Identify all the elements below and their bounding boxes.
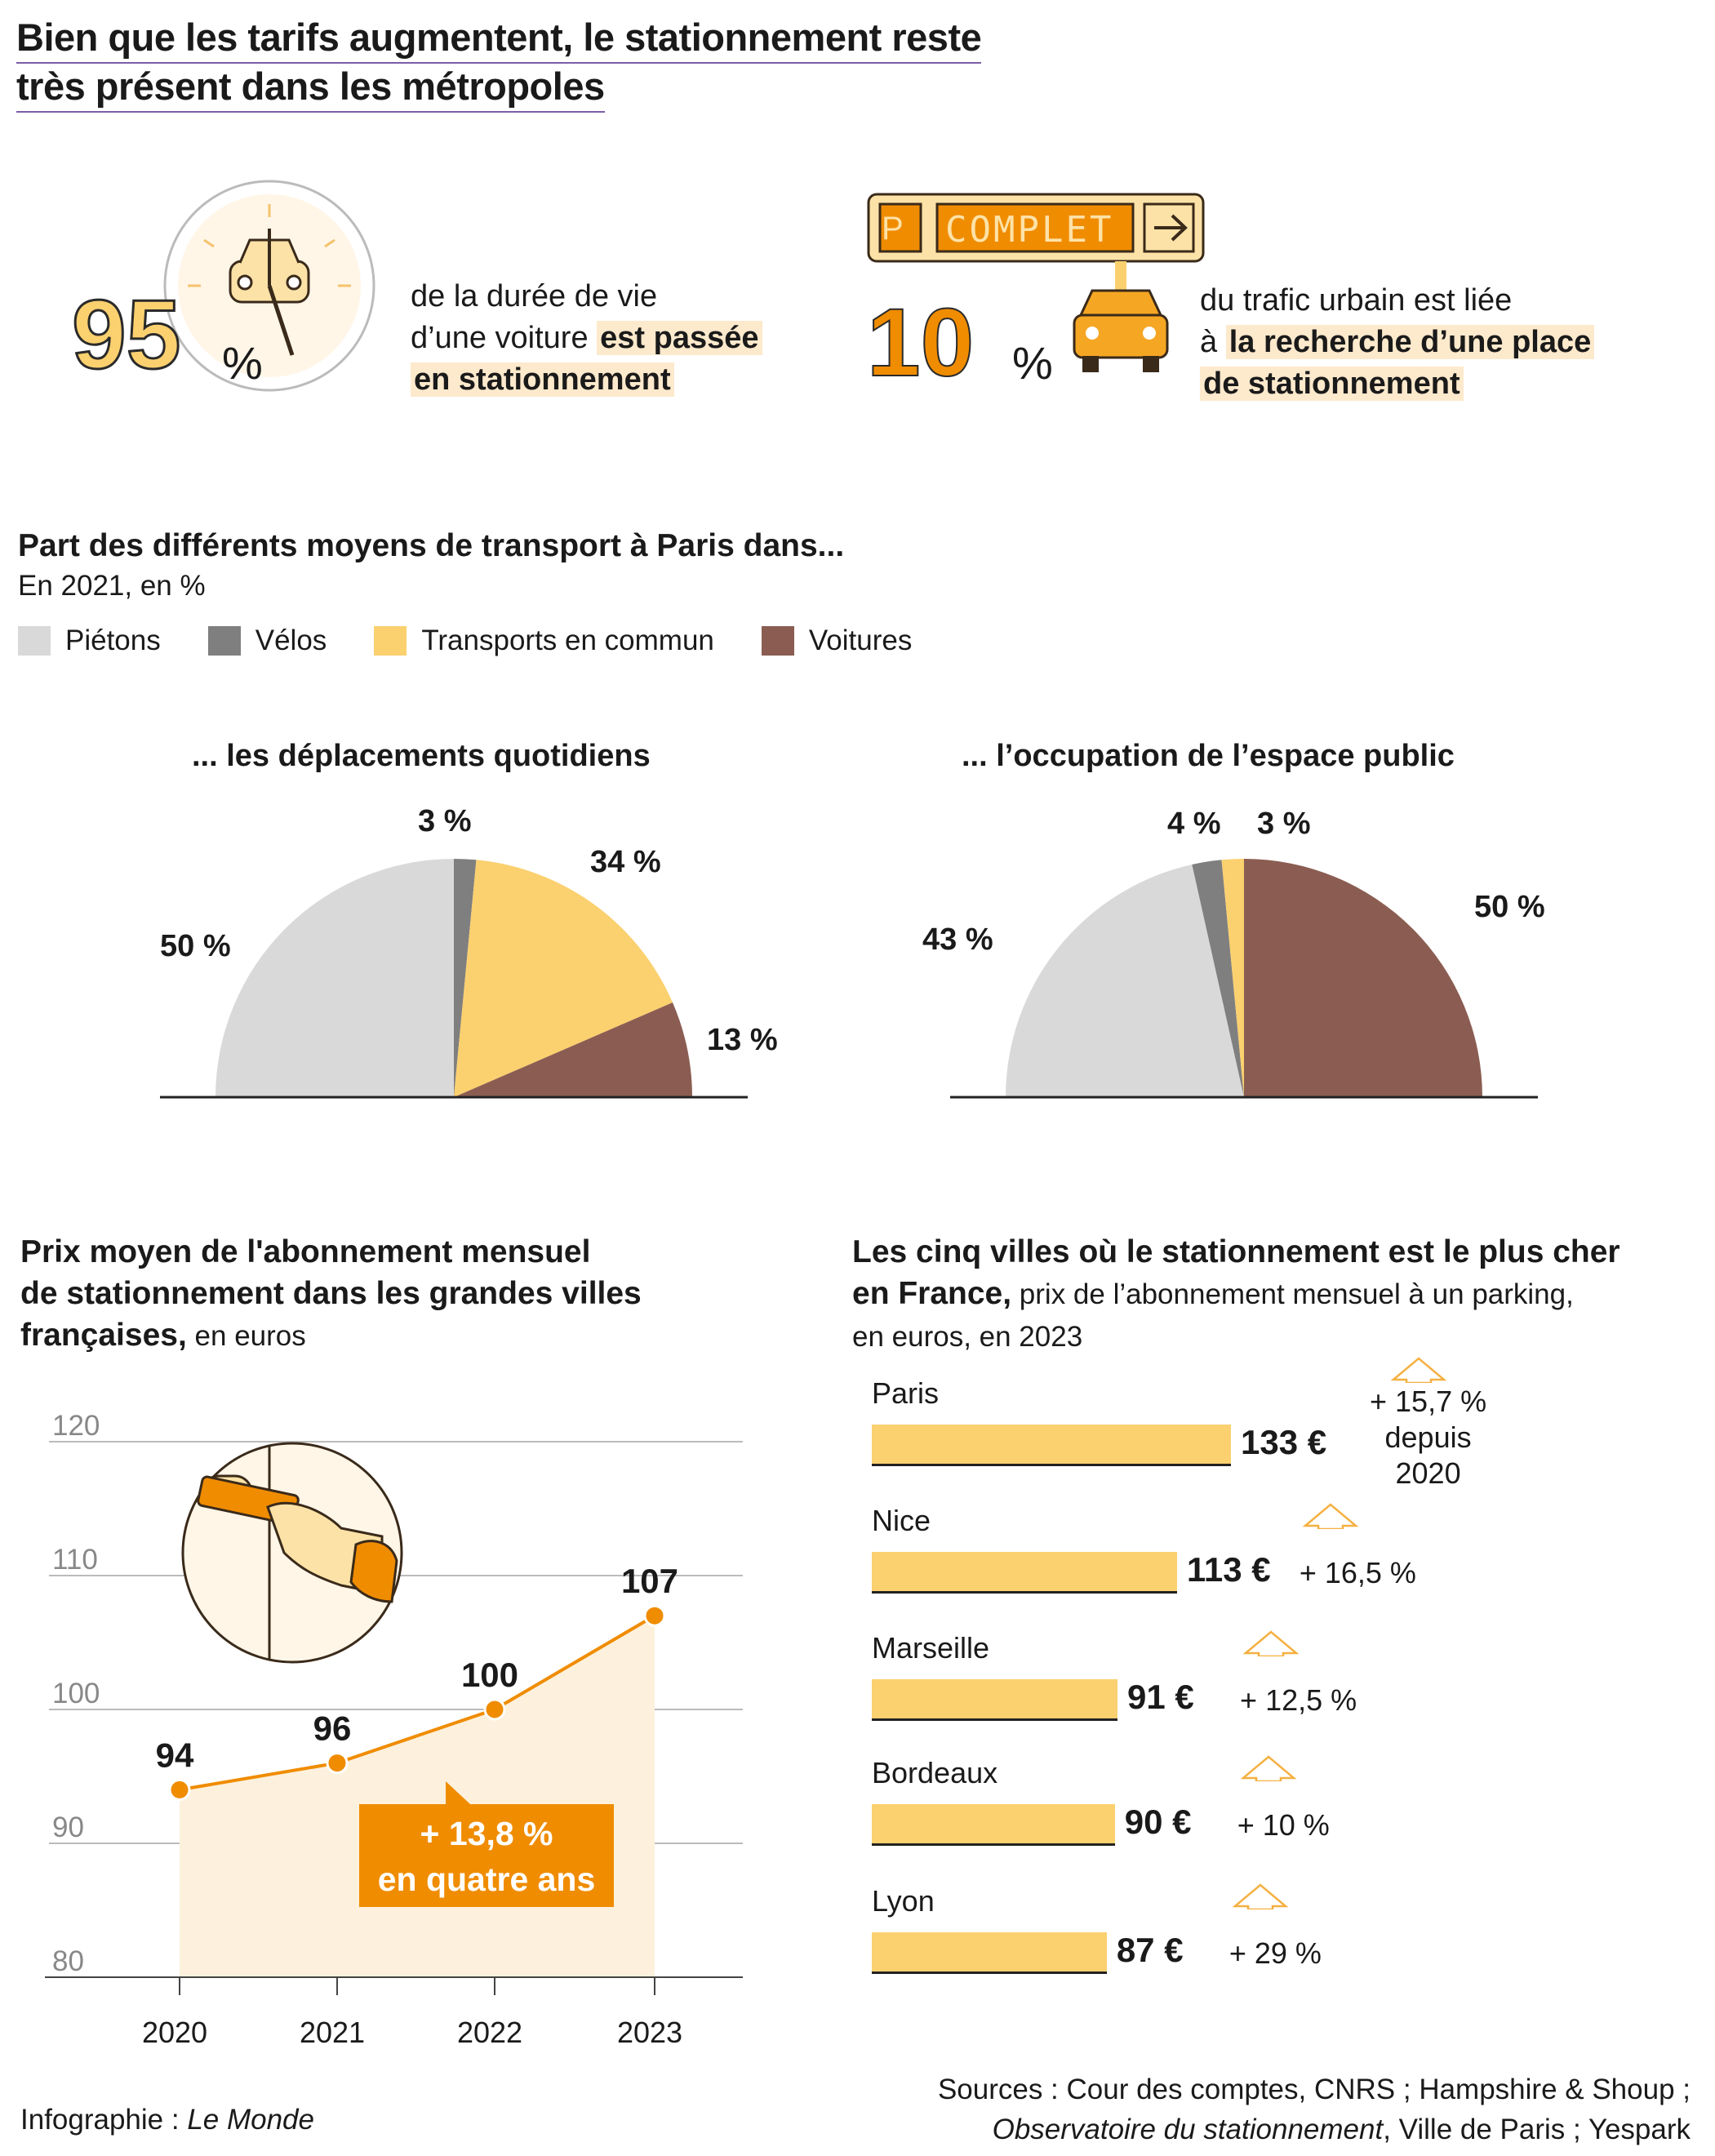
data-label: 96 [313,1709,352,1748]
pie2-label-transports: 3 % [1257,807,1311,841]
pie-slice-vélos [454,859,477,1097]
legend-swatch [374,626,407,656]
y-tick-label: 80 [52,1945,84,1977]
cities-title: Les cinq villes où le stationnement est … [852,1234,1620,1353]
x-tick-label: 2020 [142,2016,207,2049]
pie-slice-piétons [1006,865,1244,1097]
legend-item-voitures: Voitures [761,625,912,657]
sign-complet: COMPLET [945,209,1114,251]
bar-value-label: 87 € [1116,1931,1184,1969]
pie-slice-vélos [1192,860,1244,1097]
stat2-unit: % [1012,337,1053,389]
pie1-title: ... les déplacements quotidiens [192,739,651,773]
pie-charts [160,859,1538,1099]
data-point [483,1698,506,1721]
legend-swatch [18,626,51,656]
pie1-label-pietons: 50 % [160,929,231,963]
data-label: 94 [156,1736,194,1774]
data-label: 107 [621,1562,678,1600]
bar [872,1552,1177,1594]
y-tick-label: 120 [52,1410,100,1442]
change-label: + 12,5 % [1240,1683,1357,1717]
bar-value-label: 90 € [1124,1803,1192,1841]
clock-car-icon [155,171,384,404]
price-title: Prix moyen de l'abonnement mensuel de st… [20,1234,642,1353]
pie-chart-deplacements [160,859,748,1099]
bar-category-label: Paris [872,1376,940,1410]
legend-item-transports: Transports en commun [374,625,714,657]
change-label: + 15,7 % depuis 2020 [1370,1385,1487,1490]
pie-chart-espace-public [950,859,1538,1099]
transport-subtitle: En 2021, en % [18,570,206,602]
stat1-value: 95 [70,280,181,389]
pie1-label-transports: 34 % [590,845,661,879]
callout-pointer [446,1781,470,1804]
hand-card-icon [178,1438,407,1671]
pie2-label-velos: 4 % [1167,807,1221,841]
bar-value-label: 113 € [1186,1550,1271,1589]
change-label: + 29 % [1228,1936,1322,1970]
pie-slice-piétons [215,859,454,1097]
bar-value-label: 91 € [1127,1678,1194,1716]
up-arrow-icon [1232,1883,1289,1909]
change-label: + 16,5 % [1299,1556,1416,1589]
x-tick-label: 2021 [300,2016,365,2049]
x-tick-label: 2022 [457,2016,522,2049]
stat1-text: de la durée de vie d’une voiture est pas… [411,276,762,401]
credit: Infographie : Le Monde [20,2104,314,2136]
page-title: Bien que les tarifs augmentent, le stati… [16,15,982,113]
bar [872,1932,1107,1974]
sign-p: P [882,211,904,247]
growth-callout: + 13,8 % en quatre ans [359,1781,614,1907]
legend-swatch [207,626,241,656]
legend: Piétons Vélos Transports en commun Voitu… [18,625,912,657]
callout-text: + 13,8 % en quatre ans [377,1815,596,1898]
parking-sign-car-icon [867,193,1210,401]
bar-category-label: Nice [872,1504,931,1537]
up-arrow-icon [1242,1630,1300,1656]
up-arrow-icon [1240,1755,1297,1781]
stat1-unit: % [222,337,263,389]
pie2-title: ... l’occupation de l’espace public [962,739,1455,773]
title-line-1: Bien que les tarifs augmentent, le stati… [16,15,982,64]
pie1-label-velos: 3 % [418,804,472,838]
legend-swatch [761,626,794,656]
title-line-2: très présent dans les métropoles [16,64,605,113]
sources: Sources : Cour des comptes, CNRS ; Hamps… [937,2074,1691,2145]
data-point [168,1778,191,1801]
data-point [326,1752,349,1775]
pie2-label-pietons: 43 % [922,922,993,957]
x-tick-label: 2023 [617,2016,682,2049]
up-arrow-icon [1390,1357,1447,1383]
bar [872,1804,1115,1846]
up-arrow-icon [1302,1503,1359,1529]
stat2-value: 10 [866,289,975,397]
legend-item-pietons: Piétons [18,625,161,657]
bar-category-label: Lyon [872,1884,935,1918]
pie-slice-transports-en-commun [1221,859,1244,1097]
y-tick-label: 110 [52,1544,98,1576]
change-label: + 10 % [1237,1808,1330,1842]
data-label: 100 [461,1656,518,1694]
bar [872,1425,1231,1466]
price-line [179,1614,656,1792]
bar [872,1679,1118,1721]
stat2-text: du trafic urbain est liée à la recherche… [1200,280,1595,405]
bar-value-label: 133 € [1241,1423,1327,1461]
data-point [643,1604,666,1627]
transport-title: Part des différents moyens de transport … [18,528,845,563]
pie-slice-voitures [1244,859,1482,1097]
bar-category-label: Marseille [872,1631,990,1665]
bar-category-label: Bordeaux [872,1756,998,1789]
pie1-label-voitures: 13 % [707,1023,778,1057]
pie-slice-transports-en-commun [454,860,673,1097]
pie-slice-voitures [454,1002,692,1097]
legend-item-velos: Vélos [207,625,327,657]
y-tick-label: 100 [52,1678,100,1709]
y-tick-label: 90 [52,1811,84,1843]
pie2-label-voitures: 50 % [1474,890,1545,924]
